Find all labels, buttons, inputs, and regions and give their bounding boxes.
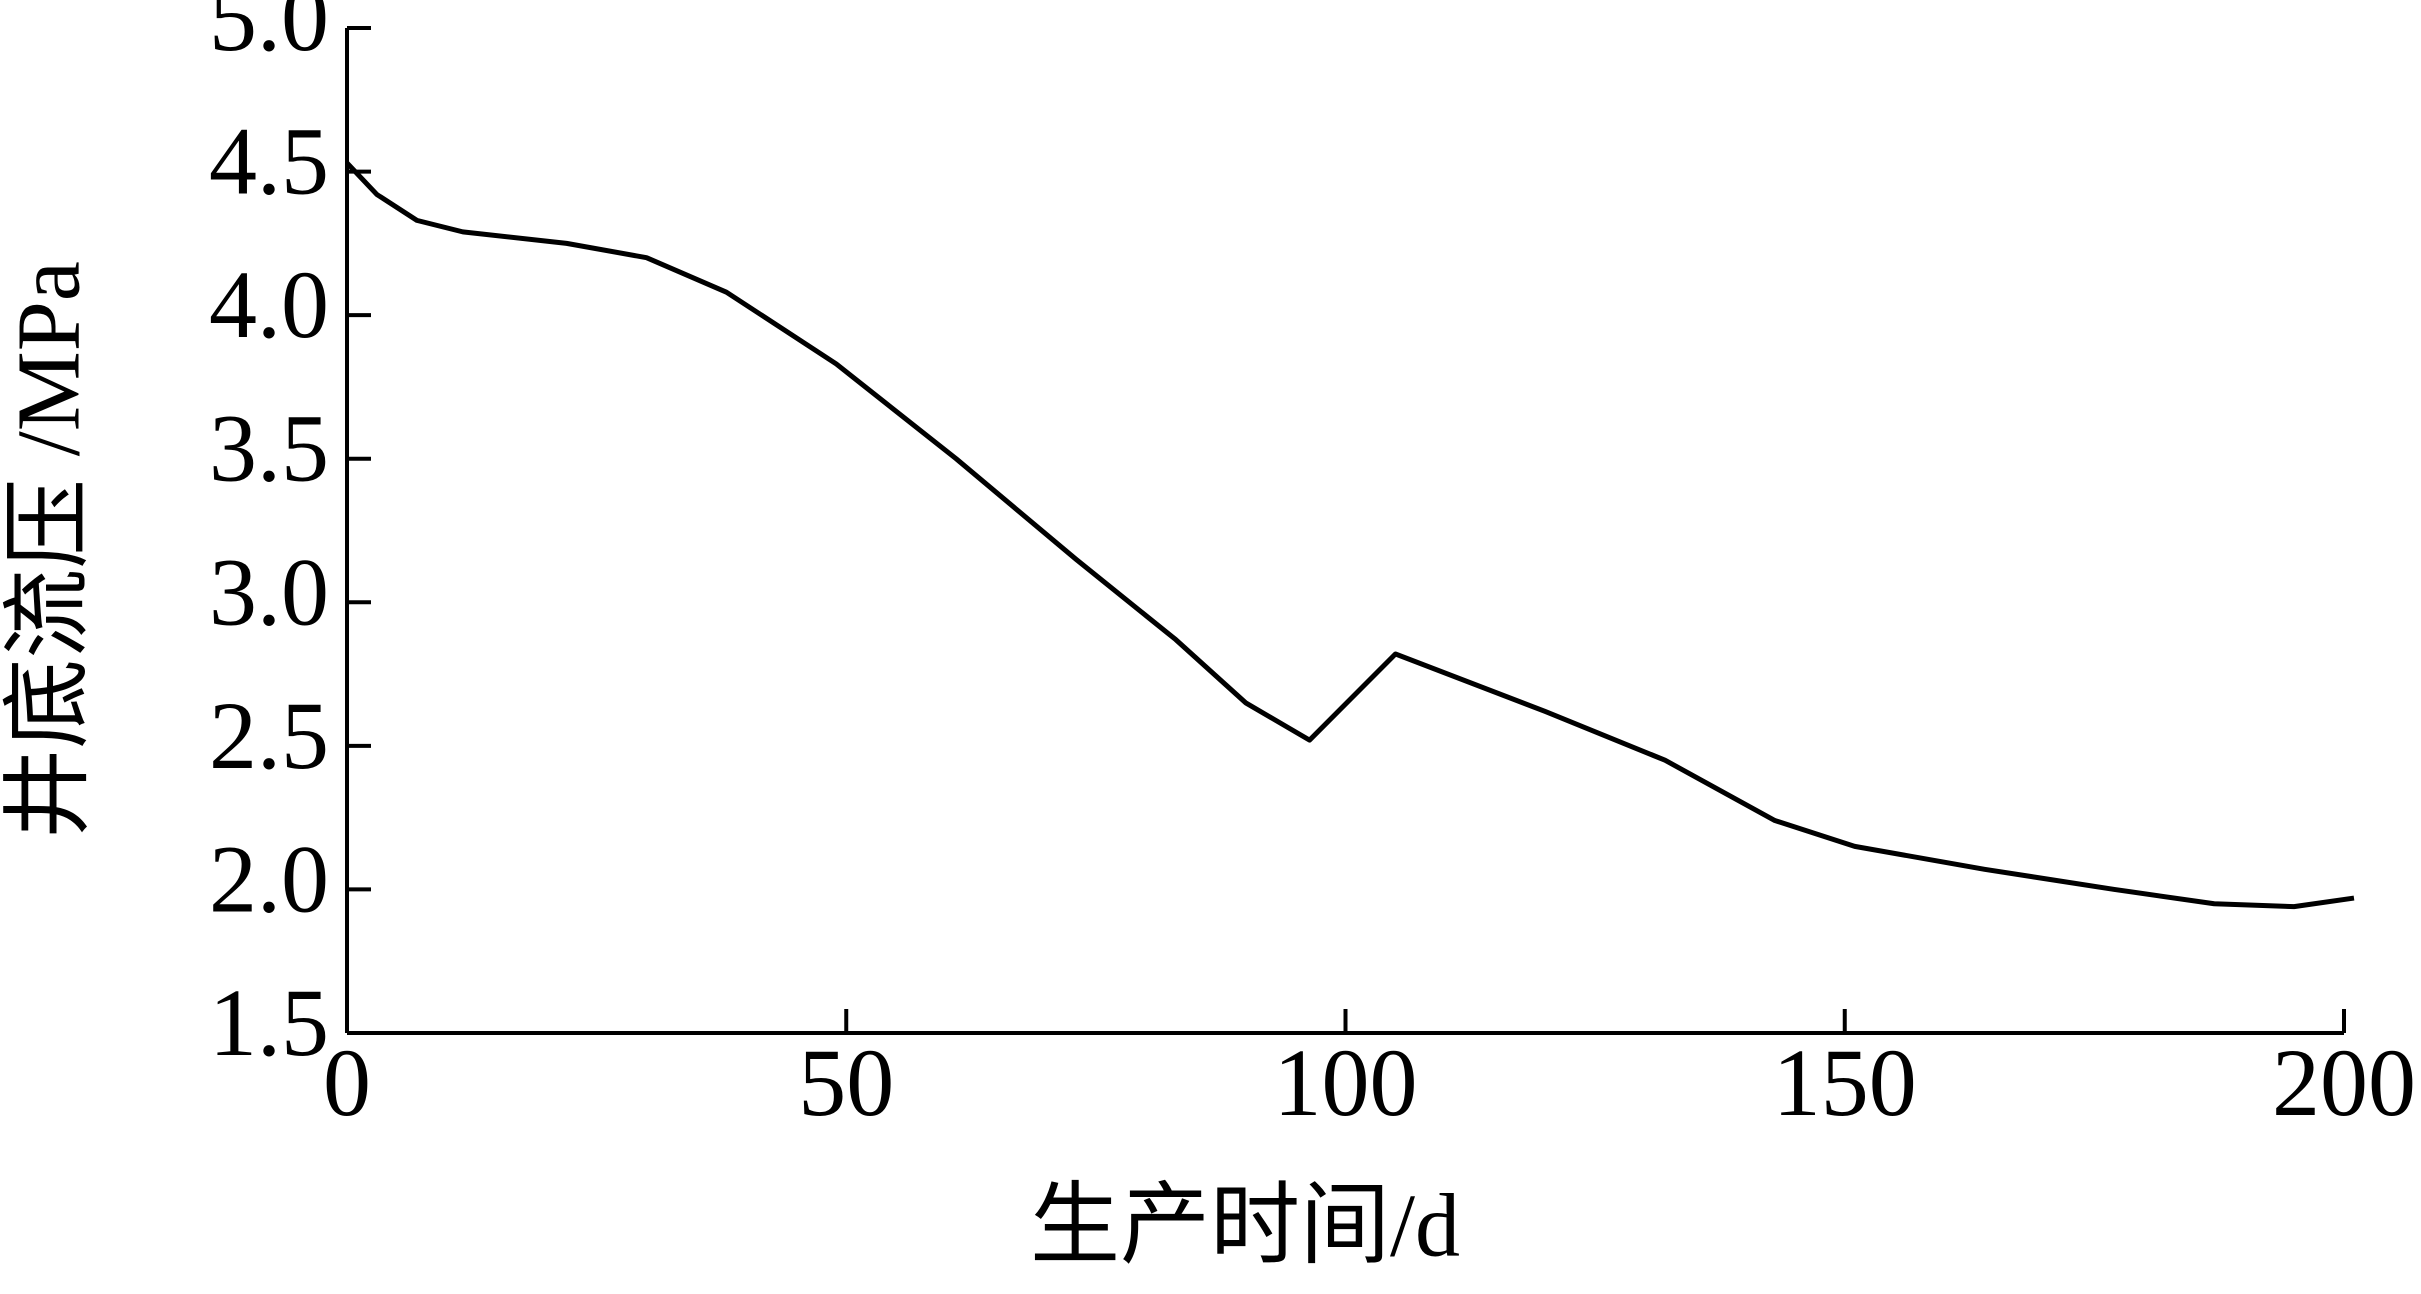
data-line bbox=[345, 161, 2355, 910]
y-tick-label: 3.5 bbox=[209, 395, 329, 502]
y-tick-label: 4.5 bbox=[209, 108, 329, 215]
x-tick-label: 50 bbox=[798, 1029, 894, 1136]
x-tick-label: 200 bbox=[2272, 1029, 2416, 1136]
x-tick-label: 150 bbox=[1773, 1029, 1917, 1136]
y-tick-label: 2.5 bbox=[209, 682, 329, 789]
x-axis-label: 生产时间/d bbox=[1030, 1177, 1460, 1276]
y-tick-label: 2.0 bbox=[209, 825, 329, 932]
y-tick-label: 1.5 bbox=[209, 969, 329, 1076]
y-tick-label: 4.0 bbox=[209, 251, 329, 358]
y-axis-label: 井底流压 /MPa bbox=[0, 261, 99, 839]
x-tick-label: 100 bbox=[1274, 1029, 1418, 1136]
x-tick-label: 0 bbox=[323, 1029, 371, 1136]
y-tick-label: 3.0 bbox=[209, 538, 329, 645]
y-tick-label: 5.0 bbox=[209, 0, 329, 71]
